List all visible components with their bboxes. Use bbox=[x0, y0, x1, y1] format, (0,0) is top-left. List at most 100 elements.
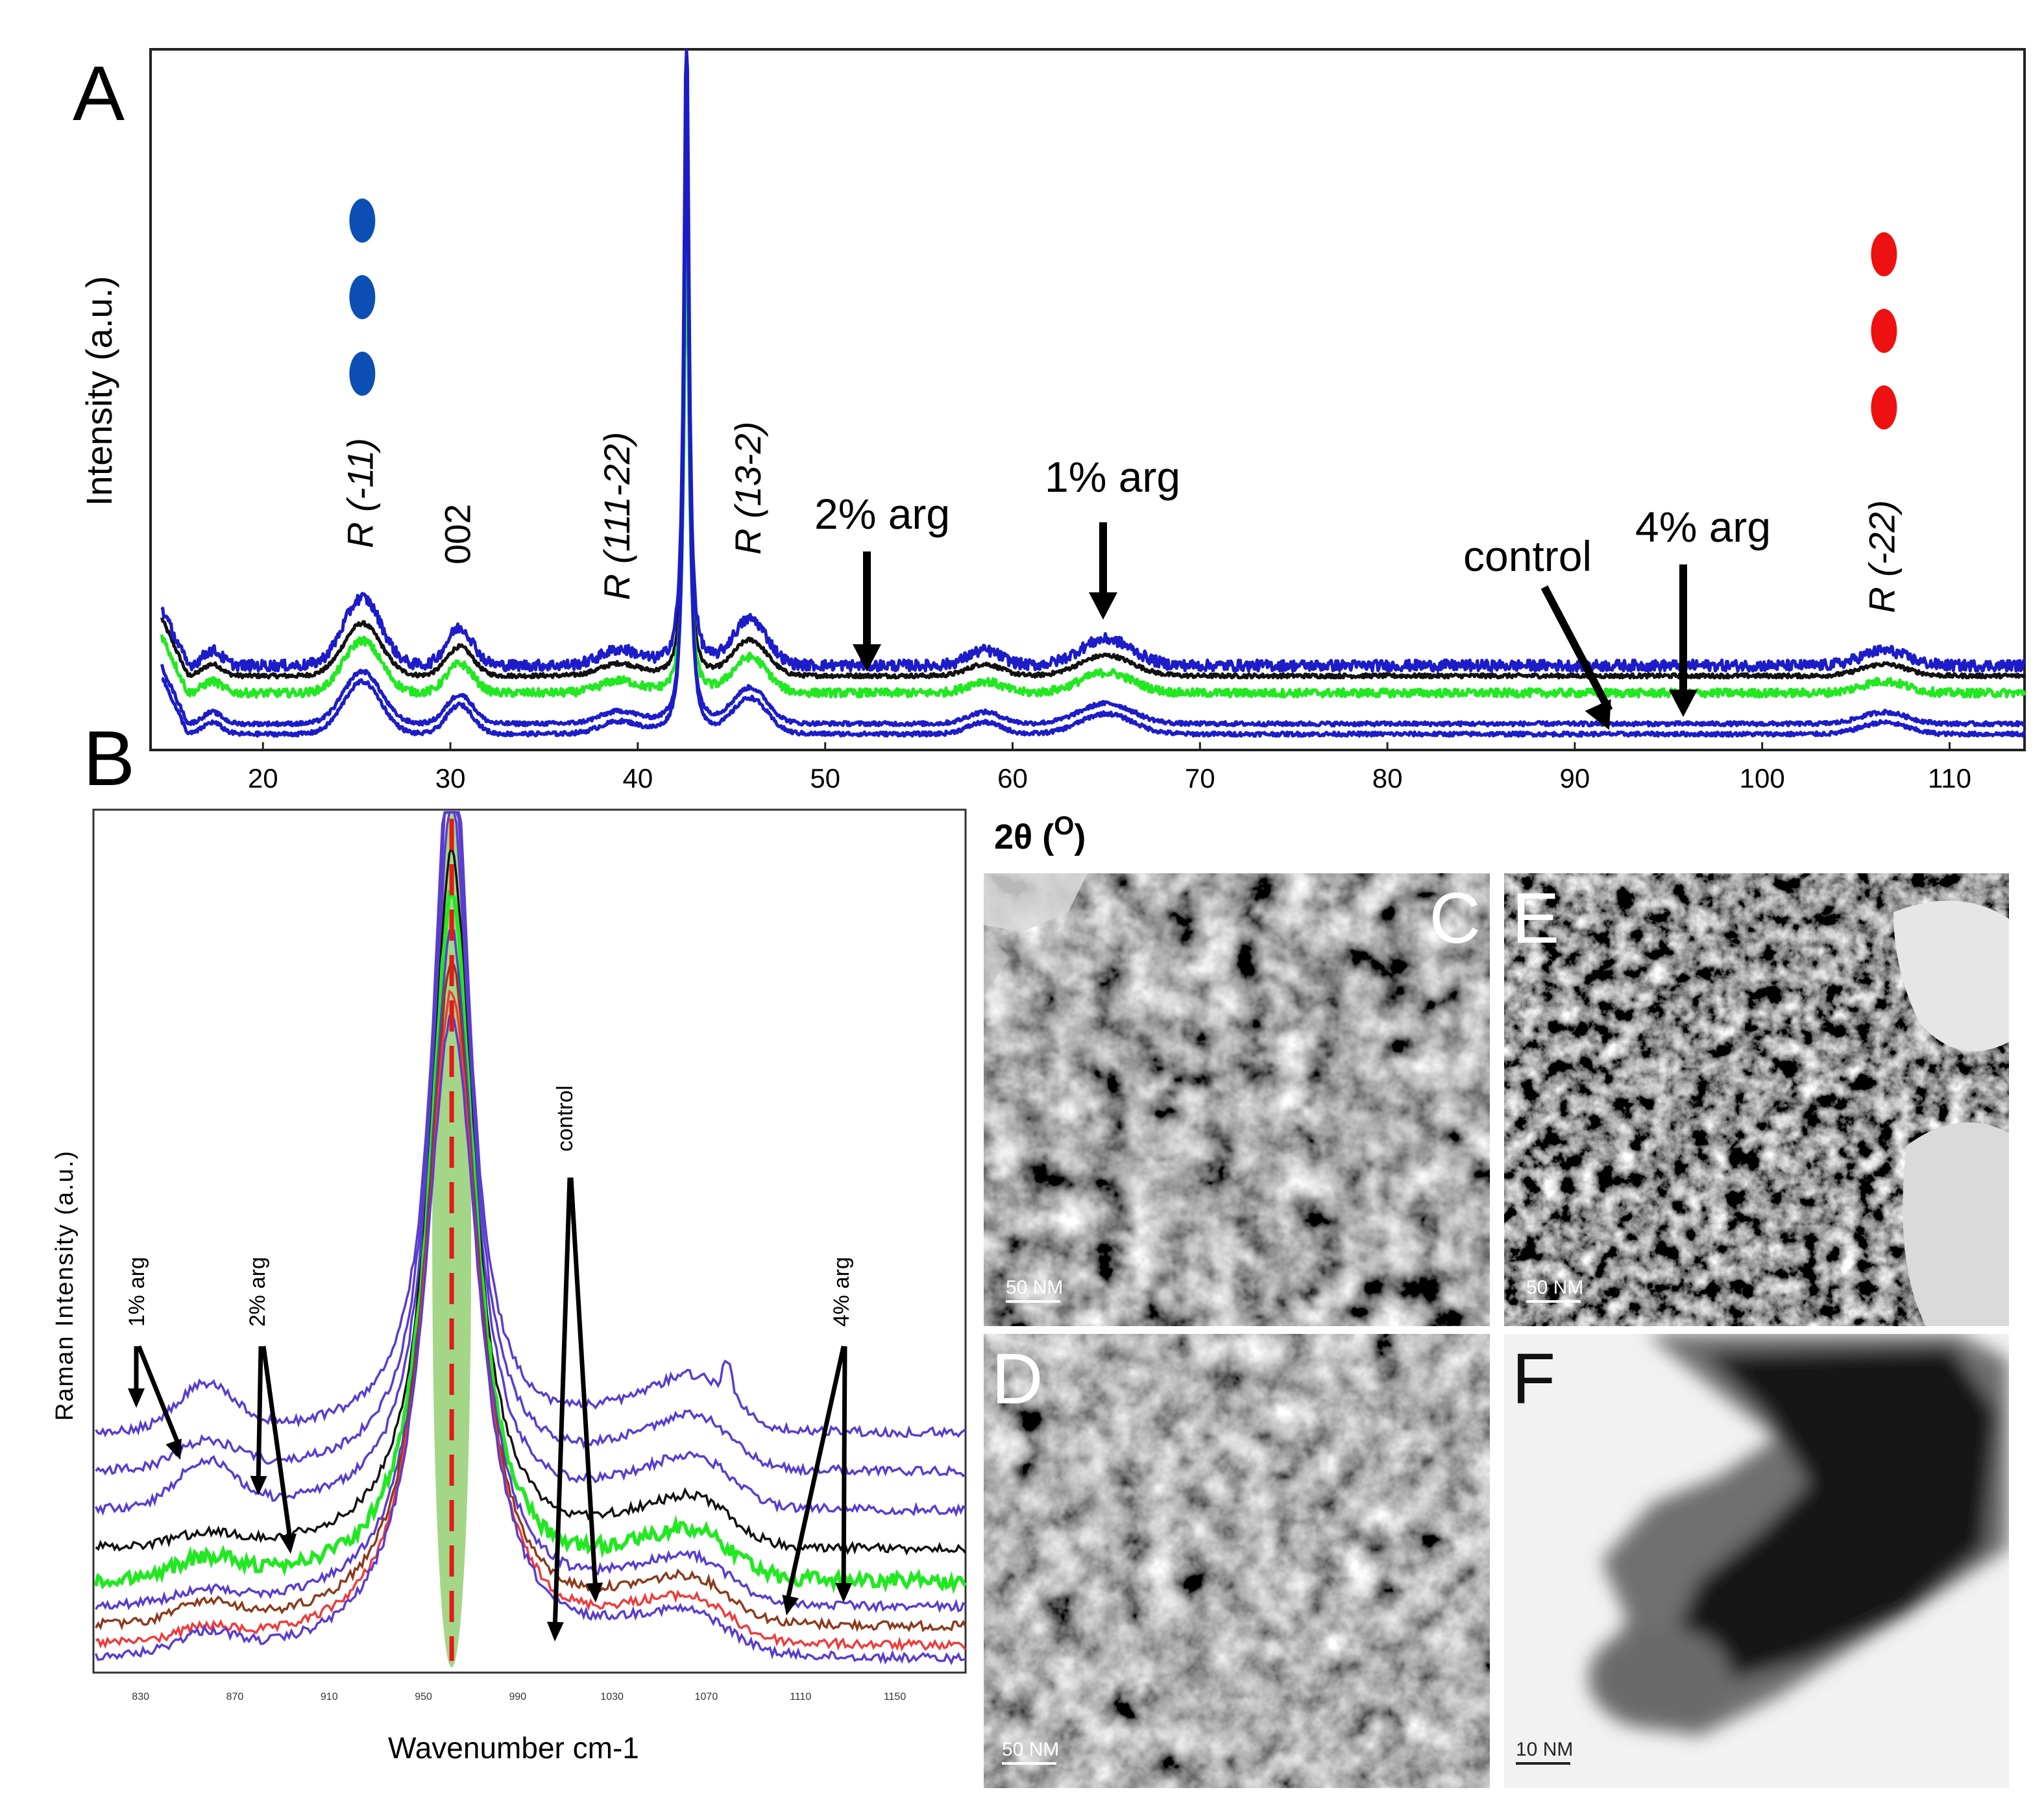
tem-c-texture bbox=[984, 873, 1490, 1326]
tem-image-c: C 50 NM bbox=[984, 873, 1490, 1326]
raman-tick-label: 950 bbox=[415, 1691, 432, 1702]
xrd-x-label-sup: O bbox=[1054, 812, 1074, 840]
xrd-annotations: 2% arg 1% arg control 4% arg bbox=[814, 453, 1771, 730]
raman-annotation-label: 4% arg bbox=[829, 1257, 854, 1327]
xrd-annotation-label: control bbox=[1463, 532, 1592, 580]
scalebar-c: 50 NM bbox=[1006, 1277, 1063, 1303]
raman-annotation-label: 1% arg bbox=[125, 1257, 149, 1327]
xrd-peak-label: R (111-22) bbox=[596, 432, 637, 600]
tem-image-e: E 50 NM bbox=[1504, 873, 2009, 1326]
xrd-panel: A Intensity (a.u.) 20 30 40 50 60 70 80 90 100 11… bbox=[73, 48, 2026, 856]
scalebar-c-text: 50 NM bbox=[1006, 1277, 1064, 1298]
raman-tick-label: 830 bbox=[132, 1691, 149, 1702]
xrd-x-ticks: 20 30 40 50 60 70 80 90 100 110 bbox=[248, 742, 1971, 793]
raman-y-axis-label: Raman Intensity (a.u.) bbox=[51, 1150, 79, 1421]
xrd-annotation-label: 1% arg bbox=[1045, 453, 1180, 501]
xrd-tick-label: 110 bbox=[1928, 763, 1971, 793]
raman-series-line bbox=[95, 929, 966, 1614]
scalebar-d-bar bbox=[1002, 1762, 1056, 1765]
panel-label-f: F bbox=[1512, 1339, 1556, 1419]
xrd-series-group bbox=[160, 49, 2026, 738]
blue-marker-dot bbox=[349, 352, 376, 396]
xrd-series-4-arg bbox=[160, 103, 2026, 728]
xrd-y-axis-label: Intensity (a.u.) bbox=[79, 276, 119, 506]
raman-annotation-arrow bbox=[261, 1346, 293, 1544]
xrd-tick-label: 30 bbox=[435, 763, 466, 793]
xrd-peak-label: R (-11) bbox=[339, 438, 380, 548]
raman-annotation-arrowhead bbox=[250, 1475, 267, 1495]
xrd-plot-frame bbox=[149, 48, 2026, 751]
raman-series-line bbox=[95, 811, 966, 1479]
tem-f-texture bbox=[1504, 1334, 2009, 1788]
panel-label-e: E bbox=[1512, 878, 1560, 958]
blue-marker-dot bbox=[349, 275, 376, 319]
xrd-tick-label: 80 bbox=[1372, 763, 1403, 793]
raman-annotation-label: control bbox=[553, 1085, 578, 1152]
scalebar-e-text: 50 NM bbox=[1526, 1277, 1584, 1298]
panel-label-b: B bbox=[83, 715, 135, 802]
xrd-peak-label: 002 bbox=[437, 504, 478, 564]
scalebar-c-bar bbox=[1006, 1300, 1060, 1303]
raman-series-line bbox=[95, 989, 967, 1652]
xrd-series-black bbox=[160, 219, 2026, 680]
raman-x-ticks: 830 870 910 950 990 1030 1070 1110 1150 bbox=[132, 1691, 906, 1702]
scalebar-d-text: 50 NM bbox=[1002, 1739, 1060, 1760]
raman-annotation-label: 2% arg bbox=[245, 1257, 270, 1327]
red-marker-dot bbox=[1871, 232, 1897, 276]
xrd-tick-label: 90 bbox=[1560, 763, 1590, 793]
xrd-tick-label: 100 bbox=[1740, 763, 1785, 793]
raman-series-line bbox=[95, 811, 967, 1518]
xrd-peak-label: R (13-2) bbox=[727, 422, 768, 555]
xrd-annotation-arrow bbox=[1540, 585, 1613, 712]
xrd-tick-label: 70 bbox=[1185, 763, 1215, 793]
raman-annotation-arrowhead bbox=[128, 1388, 145, 1408]
scalebar-f-text: 10 NM bbox=[1516, 1739, 1574, 1760]
raman-series-group bbox=[93, 811, 967, 1665]
tem-e-texture bbox=[1504, 873, 2009, 1326]
raman-annotation-arrow bbox=[136, 1345, 183, 1451]
xrd-series-1-arg bbox=[160, 49, 2026, 673]
raman-tick-label: 1030 bbox=[600, 1691, 624, 1702]
raman-annotation-arrowhead bbox=[546, 1621, 564, 1641]
raman-annotation-arrowhead bbox=[280, 1533, 297, 1554]
raman-tick-label: 870 bbox=[226, 1691, 244, 1702]
xrd-annotation-arrowhead bbox=[1585, 699, 1611, 730]
xrd-tick-label: 60 bbox=[997, 763, 1028, 793]
xrd-peak-labels: R (-11) 002 R (111-22) R (13-2) R (-22) bbox=[339, 422, 1902, 613]
scalebar-f: 10 NM bbox=[1516, 1739, 1573, 1765]
raman-annotation-arrow bbox=[841, 1346, 847, 1593]
tem-d-texture bbox=[984, 1334, 1490, 1788]
raman-series-line bbox=[95, 958, 967, 1632]
scalebar-e: 50 NM bbox=[1526, 1277, 1583, 1303]
panel-label-d: D bbox=[992, 1339, 1043, 1419]
scalebar-e-bar bbox=[1526, 1300, 1581, 1303]
xrd-series-control bbox=[161, 83, 2026, 738]
raman-tick-label: 910 bbox=[321, 1691, 338, 1702]
raman-annotation-arrowhead bbox=[782, 1594, 799, 1615]
raman-annotation-arrowhead bbox=[586, 1582, 603, 1603]
scalebar-f-bar bbox=[1516, 1762, 1570, 1765]
raman-plot-frame bbox=[92, 808, 967, 1674]
xrd-x-axis-label: 2θ (O) bbox=[994, 812, 1086, 856]
raman-annotation-arrow bbox=[784, 1346, 846, 1606]
raman-tick-label: 1150 bbox=[884, 1691, 906, 1702]
xrd-annotation-arrowhead bbox=[1669, 690, 1697, 717]
blue-marker-dot bbox=[349, 199, 376, 243]
tem-image-f: F 10 NM bbox=[1504, 1334, 2009, 1788]
raman-annotation-arrow bbox=[552, 1177, 572, 1632]
xrd-tick-label: 20 bbox=[248, 763, 278, 793]
raman-tick-label: 1110 bbox=[790, 1691, 811, 1702]
raman-series-line bbox=[95, 811, 967, 1438]
red-marker-dot bbox=[1871, 309, 1897, 353]
xrd-annotation-arrowhead bbox=[1089, 592, 1117, 620]
raman-annotation-arrowhead bbox=[165, 1438, 182, 1460]
red-marker-dot bbox=[1871, 385, 1897, 430]
raman-tick-label: 1070 bbox=[695, 1691, 718, 1702]
xrd-annotation-label: 4% arg bbox=[1635, 503, 1771, 551]
tem-image-d: D 50 NM bbox=[984, 1334, 1490, 1788]
xrd-markers bbox=[349, 199, 1897, 430]
xrd-annotation-label: 2% arg bbox=[814, 490, 950, 538]
panel-label-a: A bbox=[73, 50, 125, 137]
raman-panel: B Raman Intensity (a.u.) 830 870 910 950 990… bbox=[51, 715, 967, 1765]
